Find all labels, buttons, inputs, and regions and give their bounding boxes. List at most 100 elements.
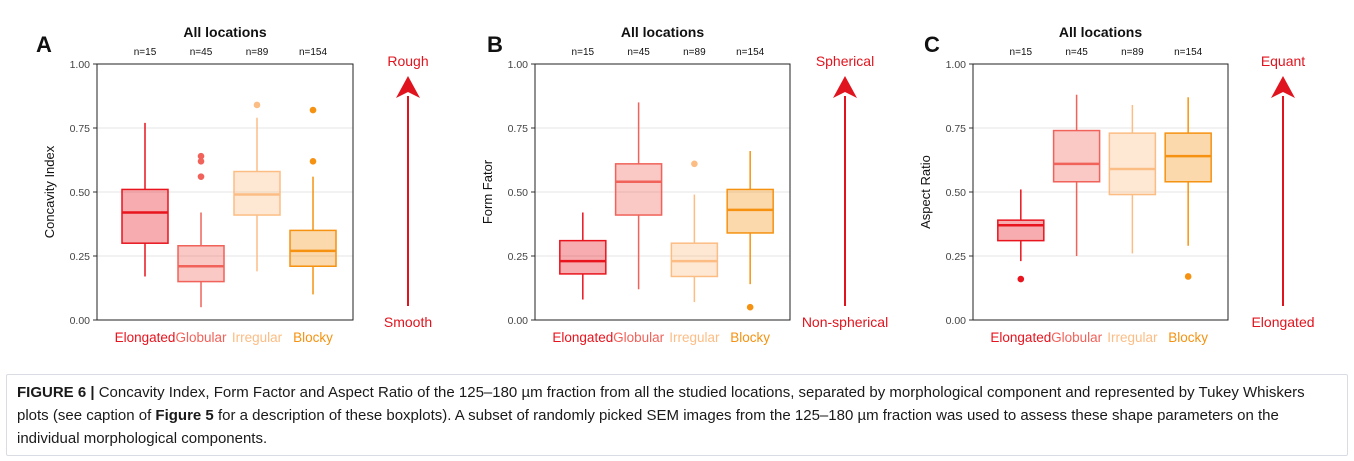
- outlier-point: [197, 173, 205, 180]
- count-label: n=45: [1065, 47, 1088, 58]
- panel-a: A All locations 0.00 0.25 0.50 0.75 1.00 Concav…: [36, 24, 432, 345]
- arrow-bottom-label: Smooth: [384, 314, 432, 330]
- count-label: n=89: [1121, 47, 1144, 58]
- iqr-box: [177, 245, 225, 283]
- caption-text-before: Concavity Index, Form Factor and Aspect …: [17, 384, 1305, 424]
- y-axis-label: Form Fator: [480, 159, 495, 224]
- count-label: n=154: [299, 47, 328, 58]
- y-tick-label: 0.50: [508, 187, 529, 199]
- category-label: Globular: [613, 330, 665, 345]
- category-label: Irregular: [232, 330, 283, 345]
- iqr-box: [726, 188, 774, 234]
- category-label: Globular: [175, 330, 227, 345]
- boxplot-figure: A All locations 0.00 0.25 0.50 0.75 1.00 Concav…: [36, 24, 1315, 345]
- y-tick-label: 0.50: [946, 187, 967, 199]
- plot-frame: [96, 63, 354, 321]
- count-label: n=89: [246, 47, 269, 58]
- y-tick-label: 0.00: [508, 315, 529, 327]
- y-tick-label: 0.75: [508, 123, 529, 135]
- arrow-bottom-label: Elongated: [1251, 314, 1314, 330]
- iqr-box: [121, 188, 169, 244]
- y-tick-label: 0.75: [70, 123, 91, 135]
- outlier-point: [1017, 275, 1025, 283]
- outlier-point: [197, 157, 205, 165]
- figure-6: A All locations 0.00 0.25 0.50 0.75 1.00 Concav…: [36, 24, 1315, 345]
- y-tick-label: 1.00: [70, 59, 91, 71]
- box-blocky: [1164, 97, 1212, 280]
- plot-frame: [972, 63, 1229, 321]
- iqr-box: [1052, 129, 1101, 183]
- box-irregular: [233, 101, 281, 272]
- y-axis-label: Aspect Ratio: [918, 155, 933, 229]
- y-tick-label: 1.00: [946, 59, 967, 71]
- category-label: Irregular: [669, 330, 720, 345]
- iqr-box: [997, 219, 1045, 242]
- box-elongated: [121, 122, 169, 277]
- box-blocky: [289, 106, 337, 295]
- box-globular: [177, 152, 225, 308]
- count-label: n=89: [683, 47, 706, 58]
- category-label: Blocky: [730, 330, 770, 345]
- iqr-box: [1108, 132, 1157, 196]
- panel-letter: A: [36, 32, 52, 57]
- box-elongated: [559, 212, 607, 300]
- count-label: n=15: [1010, 47, 1033, 58]
- iqr-box: [233, 170, 281, 216]
- iqr-box: [1164, 132, 1212, 183]
- count-label: n=154: [1174, 47, 1203, 58]
- outlier-point: [253, 101, 261, 109]
- box-irregular: [670, 160, 719, 303]
- y-tick-label: 0.75: [946, 123, 967, 135]
- arrow-bottom-label: Non-spherical: [802, 314, 888, 330]
- outlier-point: [309, 157, 317, 165]
- iqr-box: [614, 163, 663, 216]
- y-tick-label: 0.25: [70, 251, 91, 263]
- plot-frame: [534, 63, 791, 321]
- y-tick-label: 0.25: [508, 251, 529, 263]
- caption-text: FIGURE 6 | Concavity Index, Form Factor …: [17, 381, 1337, 450]
- iqr-box: [670, 242, 719, 278]
- y-tick-label: 0.00: [70, 315, 91, 327]
- category-label: Irregular: [1107, 330, 1158, 345]
- box-blocky: [726, 151, 774, 311]
- count-label: n=154: [736, 47, 765, 58]
- caption-figure-label: FIGURE 6 |: [17, 384, 95, 401]
- caption-figure-ref[interactable]: Figure 5: [155, 407, 214, 424]
- iqr-box: [289, 229, 337, 267]
- category-label: Elongated: [552, 330, 613, 345]
- count-label: n=15: [134, 47, 157, 58]
- box-globular: [1052, 94, 1101, 256]
- direction-arrow-head: [1271, 76, 1295, 98]
- panel-letter: B: [487, 32, 503, 57]
- box-irregular: [1108, 104, 1157, 254]
- outlier-point: [691, 160, 698, 168]
- arrow-top-label: Spherical: [816, 53, 874, 69]
- y-axis-label: Concavity Index: [42, 145, 57, 238]
- category-label: Blocky: [293, 330, 333, 345]
- category-label: Blocky: [1168, 330, 1208, 345]
- box-globular: [614, 102, 663, 290]
- arrow-top-label: Equant: [1261, 53, 1305, 69]
- count-label: n=15: [572, 47, 595, 58]
- figure-caption: FIGURE 6 | Concavity Index, Form Factor …: [6, 374, 1348, 456]
- outlier-point: [309, 106, 317, 114]
- y-tick-label: 1.00: [508, 59, 529, 71]
- y-tick-label: 0.50: [70, 187, 91, 199]
- outlier-point: [197, 152, 205, 160]
- arrow-top-label: Rough: [387, 53, 428, 69]
- direction-arrow-head: [833, 76, 857, 98]
- panel-title: All locations: [621, 24, 704, 40]
- y-tick-label: 0.00: [946, 315, 967, 327]
- panel-b: B All locations 0.00 0.25 0.50 0.75 1.00 Form F…: [480, 24, 888, 345]
- outlier-point: [746, 303, 754, 311]
- panel-letter: C: [924, 32, 940, 57]
- count-label: n=45: [627, 47, 650, 58]
- caption-text-after: for a description of these boxplots). A …: [17, 407, 1279, 447]
- category-label: Elongated: [115, 330, 176, 345]
- box-elongated: [997, 189, 1045, 283]
- panel-c: C All locations 0.00 0.25 0.50 0.75 1.00 Aspect…: [918, 24, 1315, 345]
- category-label: Elongated: [990, 330, 1051, 345]
- panel-title: All locations: [183, 24, 266, 40]
- count-label: n=45: [190, 47, 213, 58]
- direction-arrow-head: [396, 76, 420, 98]
